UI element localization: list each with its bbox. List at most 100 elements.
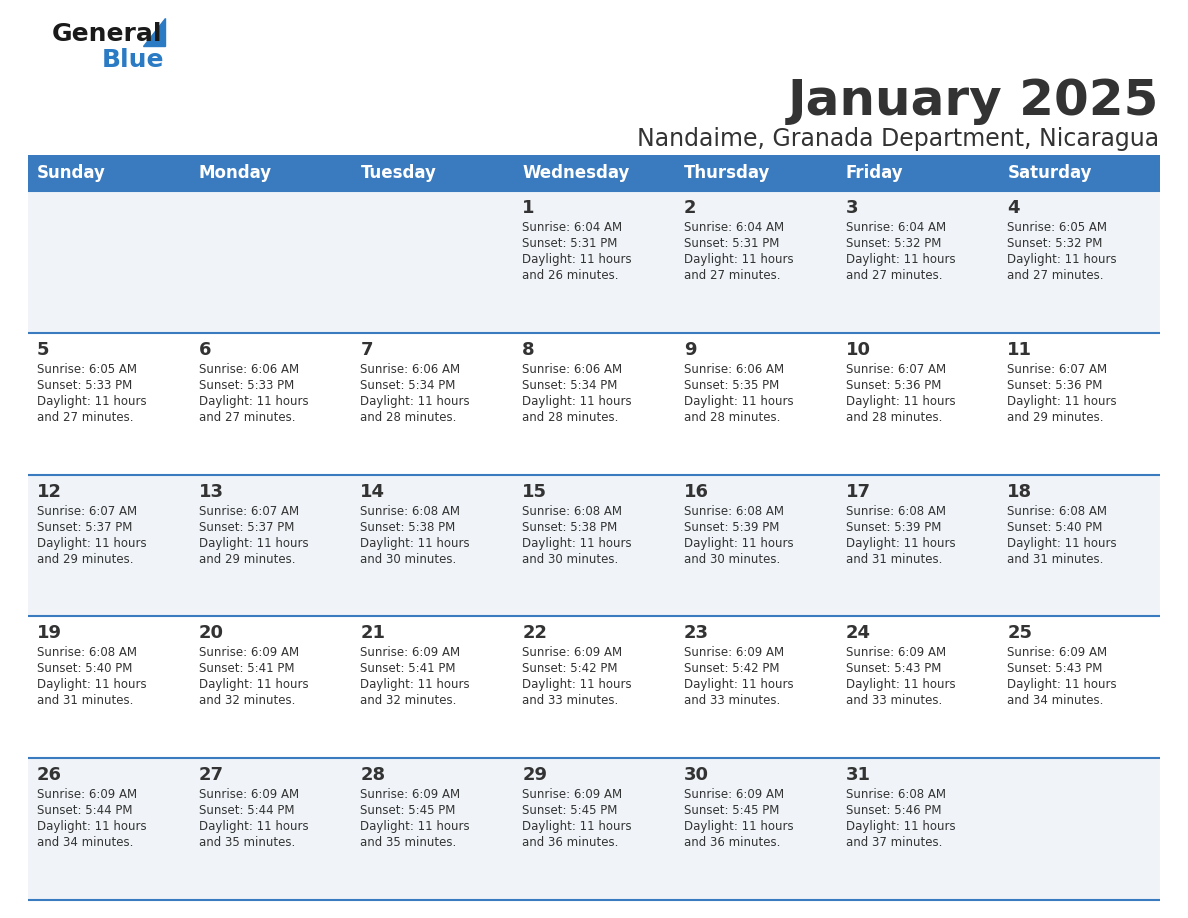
Text: 2: 2 [684,199,696,217]
Text: Sunset: 5:45 PM: Sunset: 5:45 PM [684,804,779,817]
Text: Sunrise: 6:09 AM: Sunrise: 6:09 AM [684,646,784,659]
Bar [352,333,513,475]
Text: and 30 minutes.: and 30 minutes. [523,553,619,565]
Text: Daylight: 11 hours: Daylight: 11 hours [523,820,632,834]
Text: Sunrise: 6:09 AM: Sunrise: 6:09 AM [360,646,461,659]
Text: Sunset: 5:46 PM: Sunset: 5:46 PM [846,804,941,817]
Text: Thursday: Thursday [684,164,770,182]
Text: Sunset: 5:37 PM: Sunset: 5:37 PM [198,521,295,533]
Polygon shape [143,18,165,46]
Text: Friday: Friday [846,164,903,182]
Bar [513,475,675,616]
Text: 20: 20 [198,624,223,643]
Text: Daylight: 11 hours: Daylight: 11 hours [37,678,146,691]
Text: Sunset: 5:41 PM: Sunset: 5:41 PM [198,663,295,676]
Text: Sunrise: 6:08 AM: Sunrise: 6:08 AM [37,646,137,659]
Text: 5: 5 [37,341,50,359]
Bar [675,333,836,475]
Text: 22: 22 [523,624,548,643]
Text: 28: 28 [360,767,386,784]
Text: 19: 19 [37,624,62,643]
Bar [836,758,998,900]
Text: and 27 minutes.: and 27 minutes. [1007,269,1104,282]
Text: and 26 minutes.: and 26 minutes. [523,269,619,282]
Text: Sunrise: 6:09 AM: Sunrise: 6:09 AM [1007,646,1107,659]
Bar [836,191,998,333]
Text: Sunrise: 6:09 AM: Sunrise: 6:09 AM [360,789,461,801]
Bar [998,155,1159,191]
Bar [675,616,836,758]
Text: Sunset: 5:37 PM: Sunset: 5:37 PM [37,521,132,533]
Text: Daylight: 11 hours: Daylight: 11 hours [1007,537,1117,550]
Text: Daylight: 11 hours: Daylight: 11 hours [846,253,955,266]
Text: Daylight: 11 hours: Daylight: 11 hours [198,537,309,550]
Text: Sunset: 5:32 PM: Sunset: 5:32 PM [1007,237,1102,250]
Text: Sunrise: 6:04 AM: Sunrise: 6:04 AM [846,221,946,234]
Text: and 30 minutes.: and 30 minutes. [360,553,456,565]
Bar [513,616,675,758]
Text: Daylight: 11 hours: Daylight: 11 hours [37,395,146,408]
Text: Daylight: 11 hours: Daylight: 11 hours [360,678,470,691]
Text: 27: 27 [198,767,223,784]
Bar [29,333,190,475]
Text: Sunset: 5:43 PM: Sunset: 5:43 PM [1007,663,1102,676]
Text: Sunrise: 6:07 AM: Sunrise: 6:07 AM [37,505,137,518]
Text: 6: 6 [198,341,211,359]
Text: Daylight: 11 hours: Daylight: 11 hours [360,820,470,834]
Bar [836,333,998,475]
Text: Sunrise: 6:08 AM: Sunrise: 6:08 AM [846,789,946,801]
Text: Sunrise: 6:09 AM: Sunrise: 6:09 AM [523,789,623,801]
Text: 13: 13 [198,483,223,500]
Text: 12: 12 [37,483,62,500]
Bar [836,155,998,191]
Text: Sunrise: 6:09 AM: Sunrise: 6:09 AM [37,789,137,801]
Bar [352,475,513,616]
Bar [29,475,190,616]
Text: and 34 minutes.: and 34 minutes. [1007,694,1104,708]
Text: and 37 minutes.: and 37 minutes. [846,836,942,849]
Bar [352,758,513,900]
Text: Daylight: 11 hours: Daylight: 11 hours [198,395,309,408]
Bar [190,191,352,333]
Text: Sunrise: 6:09 AM: Sunrise: 6:09 AM [198,646,299,659]
Text: and 32 minutes.: and 32 minutes. [198,694,295,708]
Text: Sunset: 5:33 PM: Sunset: 5:33 PM [198,379,293,392]
Bar [675,758,836,900]
Bar [675,155,836,191]
Text: Sunset: 5:45 PM: Sunset: 5:45 PM [360,804,456,817]
Text: and 33 minutes.: and 33 minutes. [523,694,619,708]
Text: 31: 31 [846,767,871,784]
Text: Sunrise: 6:04 AM: Sunrise: 6:04 AM [523,221,623,234]
Text: Sunset: 5:38 PM: Sunset: 5:38 PM [523,521,618,533]
Text: Sunrise: 6:08 AM: Sunrise: 6:08 AM [523,505,623,518]
Text: 8: 8 [523,341,535,359]
Text: Daylight: 11 hours: Daylight: 11 hours [1007,395,1117,408]
Bar [998,616,1159,758]
Text: 16: 16 [684,483,709,500]
Text: Sunset: 5:41 PM: Sunset: 5:41 PM [360,663,456,676]
Text: Sunset: 5:42 PM: Sunset: 5:42 PM [684,663,779,676]
Text: Daylight: 11 hours: Daylight: 11 hours [684,678,794,691]
Text: Sunset: 5:44 PM: Sunset: 5:44 PM [198,804,295,817]
Text: Daylight: 11 hours: Daylight: 11 hours [1007,253,1117,266]
Text: Daylight: 11 hours: Daylight: 11 hours [684,537,794,550]
Text: and 33 minutes.: and 33 minutes. [846,694,942,708]
Text: Saturday: Saturday [1007,164,1092,182]
Bar [190,616,352,758]
Text: Blue: Blue [102,48,164,72]
Text: Sunset: 5:45 PM: Sunset: 5:45 PM [523,804,618,817]
Text: Sunrise: 6:09 AM: Sunrise: 6:09 AM [198,789,299,801]
Text: and 29 minutes.: and 29 minutes. [37,553,133,565]
Text: 24: 24 [846,624,871,643]
Text: Daylight: 11 hours: Daylight: 11 hours [523,253,632,266]
Text: and 27 minutes.: and 27 minutes. [198,410,295,424]
Text: Sunrise: 6:06 AM: Sunrise: 6:06 AM [198,363,299,375]
Text: Daylight: 11 hours: Daylight: 11 hours [684,395,794,408]
Text: Sunset: 5:33 PM: Sunset: 5:33 PM [37,379,132,392]
Bar [190,475,352,616]
Text: Tuesday: Tuesday [360,164,436,182]
Text: Sunrise: 6:07 AM: Sunrise: 6:07 AM [198,505,299,518]
Text: Sunset: 5:34 PM: Sunset: 5:34 PM [523,379,618,392]
Text: Daylight: 11 hours: Daylight: 11 hours [360,395,470,408]
Text: and 35 minutes.: and 35 minutes. [360,836,456,849]
